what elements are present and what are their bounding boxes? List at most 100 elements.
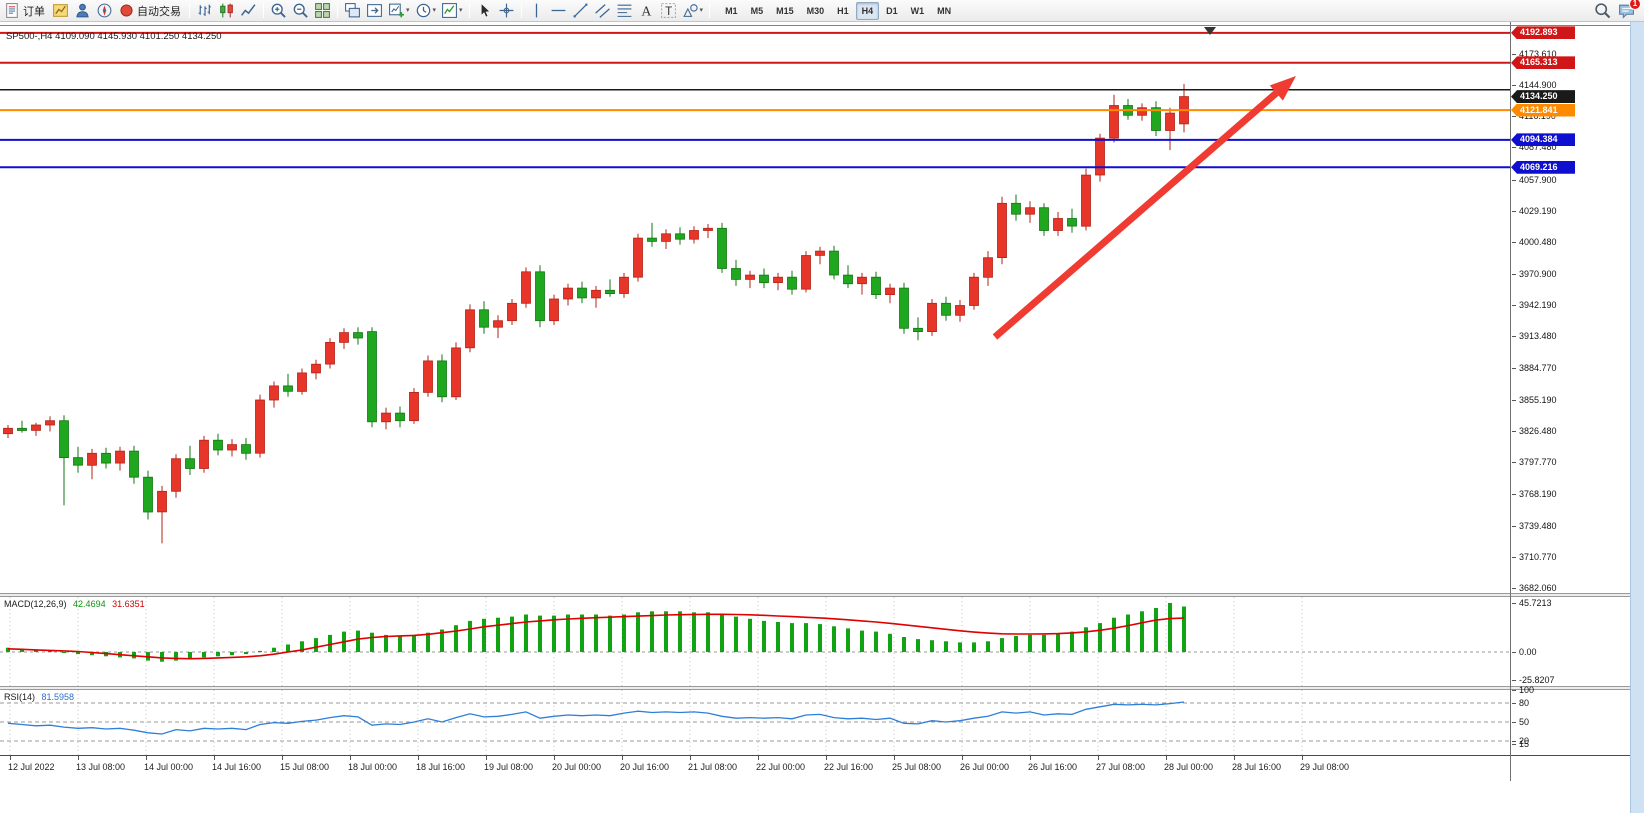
- time-tick: [554, 756, 555, 760]
- macd-axis-label: 45.7213: [1512, 597, 1552, 608]
- price-tick-label: 3855.190: [1512, 394, 1557, 405]
- newchart-icon: [388, 2, 405, 19]
- price-tick-label: 4057.900: [1512, 174, 1557, 185]
- price-level-tag: 4192.893: [1511, 26, 1575, 40]
- candlestick-chart[interactable]: [0, 26, 1510, 593]
- arrange-charts-button[interactable]: [342, 1, 363, 21]
- trendline-tool-button[interactable]: [570, 1, 591, 21]
- time-axis-label: 22 Jul 00:00: [756, 762, 806, 772]
- crosshair-tool-button[interactable]: [496, 1, 517, 21]
- time-tick: [282, 756, 283, 760]
- price-tick-label: 3913.480: [1512, 331, 1557, 342]
- rsi-axis-label: 15: [1511, 739, 1530, 750]
- macd-signal-value: 31.6351: [112, 599, 145, 609]
- label-tool-button[interactable]: T: [658, 1, 679, 21]
- time-tick: [146, 756, 147, 760]
- rsi-label: RSI(14) 81.5958: [4, 692, 74, 702]
- rsi-chart[interactable]: [0, 690, 1510, 755]
- time-axis-label: 14 Jul 00:00: [144, 762, 194, 772]
- time-axis[interactable]: 12 Jul 2022 13 Jul 08:00 14 Jul 00:00 14 Ju…: [0, 755, 1630, 781]
- channel-icon: [594, 2, 611, 19]
- timeframe-m15-button[interactable]: M15: [776, 5, 794, 16]
- new-order-button[interactable]: 订单: [2, 1, 49, 21]
- dropdown-caret-icon: ▾: [699, 7, 704, 14]
- indicators-button[interactable]: ▾: [439, 1, 465, 21]
- time-axis-label: 25 Jul 08:00: [892, 762, 942, 772]
- navigator-button[interactable]: [94, 1, 115, 21]
- fibonacci-tool-button[interactable]: [614, 1, 635, 21]
- zoom-out-button[interactable]: [290, 1, 311, 21]
- channel-tool-button[interactable]: [592, 1, 613, 21]
- timeframe-m1-button[interactable]: M1: [725, 5, 738, 16]
- rsi-pane[interactable]: RSI(14) 81.5958: [0, 690, 1510, 755]
- price-tick-label: 4087.480: [1512, 142, 1557, 153]
- macd-chart[interactable]: [0, 597, 1510, 686]
- chart-shift-button[interactable]: [364, 1, 385, 21]
- horizontal-line-tool-button[interactable]: [548, 1, 569, 21]
- time-tick: [486, 756, 487, 760]
- new-chart-button[interactable]: ▾: [386, 1, 412, 21]
- main-chart-pane[interactable]: SP500-,H4 4109.090 4145.930 4101.250 413…: [0, 26, 1510, 593]
- timeframe-m5-button[interactable]: M5: [750, 5, 764, 16]
- notification-badge: 1: [1629, 0, 1641, 10]
- linechart-icon: [240, 2, 257, 19]
- time-axis-label: 20 Jul 16:00: [620, 762, 670, 772]
- time-axis-label: 12 Jul 2022: [8, 762, 55, 772]
- line-chart-mode-button[interactable]: [238, 1, 259, 21]
- price-axis[interactable]: 4173.6104144.9004116.1904087.4804057.900…: [1510, 22, 1630, 781]
- chat-button[interactable]: 1: [1616, 0, 1641, 21]
- toolbar-separator: [337, 3, 338, 18]
- candles-icon: [218, 2, 235, 19]
- time-tick: [690, 756, 691, 760]
- tile-windows-button[interactable]: [312, 1, 333, 21]
- time-tick: [962, 756, 963, 760]
- pane-splitter-1[interactable]: [0, 593, 1630, 597]
- price-level-tag: 4094.384: [1511, 133, 1575, 147]
- time-tick: [1234, 756, 1235, 760]
- bar-chart-mode-button[interactable]: [194, 1, 215, 21]
- vertical-line-tool-button[interactable]: [526, 1, 547, 21]
- dot-icon: [118, 2, 135, 19]
- time-axis-label: 14 Jul 16:00: [212, 762, 262, 772]
- macd-pane[interactable]: MACD(12,26,9) 42.4694 31.6351: [0, 597, 1510, 686]
- timeframe-h1-button[interactable]: H1: [837, 5, 849, 16]
- price-tick-label: 4173.610: [1512, 48, 1557, 59]
- pane-splitter-2[interactable]: [0, 686, 1630, 690]
- periods-button[interactable]: ▾: [413, 1, 439, 21]
- text-tool-button[interactable]: A: [636, 1, 657, 21]
- market-watch-button[interactable]: [72, 1, 93, 21]
- price-tick-label: 3942.190: [1512, 300, 1557, 311]
- bars-icon: [196, 2, 213, 19]
- chart-profiles-button[interactable]: [50, 1, 71, 21]
- timeframe-m30-button[interactable]: M30: [806, 5, 825, 16]
- textA-icon: A: [638, 2, 655, 19]
- price-tick-label: 3797.770: [1512, 457, 1557, 468]
- timeframe-toolbar: M1 M5 M15 M30 H1 H4 D1 W1 MN: [719, 1, 957, 20]
- search-button[interactable]: [1592, 1, 1613, 21]
- time-axis-label: 19 Jul 08:00: [484, 762, 534, 772]
- candle-chart-mode-button[interactable]: [216, 1, 237, 21]
- timeframe-w1-button[interactable]: W1: [910, 5, 925, 16]
- time-tick: [1166, 756, 1167, 760]
- timeframe-d1-button[interactable]: D1: [886, 5, 898, 16]
- time-tick: [894, 756, 895, 760]
- macd-main-value: 42.4694: [73, 599, 106, 609]
- fibo-icon: [616, 2, 633, 19]
- tile-icon: [314, 2, 331, 19]
- main-toolbar: 订单 自动交易 ▾ ▾ ▾ A T ▾ M1 M5 M15 M30 H1 H4 D1 W1 MN 1: [0, 0, 1644, 22]
- price-tick-label: 3884.770: [1512, 362, 1557, 373]
- timeframe-h4-button[interactable]: H4: [855, 1, 880, 20]
- shapes-tool-button[interactable]: ▾: [680, 1, 706, 21]
- autotrading-button[interactable]: 自动交易: [116, 1, 185, 21]
- price-tick-label: 3710.770: [1512, 551, 1557, 562]
- rsi-axis-label: 80: [1511, 697, 1530, 708]
- time-axis-label: 18 Jul 00:00: [348, 762, 398, 772]
- time-tick: [622, 756, 623, 760]
- time-axis-label: 22 Jul 16:00: [824, 762, 874, 772]
- cursor-tool-button[interactable]: [474, 1, 495, 21]
- right-scrollbar[interactable]: [1630, 22, 1644, 813]
- price-level-tag: 4134.250: [1511, 90, 1575, 104]
- timeframe-mn-button[interactable]: MN: [937, 5, 952, 16]
- zoom-in-button[interactable]: [268, 1, 289, 21]
